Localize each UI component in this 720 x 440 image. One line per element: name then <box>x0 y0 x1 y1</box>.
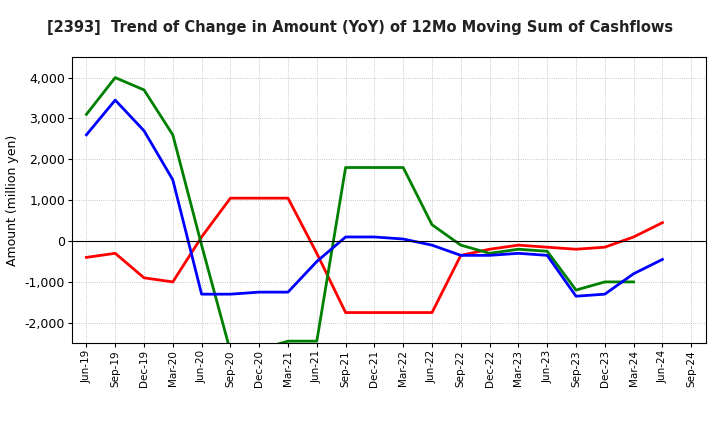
Free Cashflow <box>514 251 523 256</box>
Operating Cashflow <box>370 310 379 315</box>
Investing Cashflow <box>226 349 235 354</box>
Free Cashflow <box>399 236 408 242</box>
Operating Cashflow <box>197 235 206 240</box>
Free Cashflow <box>428 242 436 248</box>
Line: Free Cashflow: Free Cashflow <box>86 100 662 296</box>
Operating Cashflow <box>140 275 148 280</box>
Investing Cashflow <box>111 75 120 80</box>
Operating Cashflow <box>572 246 580 252</box>
Investing Cashflow <box>485 251 494 256</box>
Operating Cashflow <box>428 310 436 315</box>
Free Cashflow <box>456 253 465 258</box>
Investing Cashflow <box>600 279 609 285</box>
Operating Cashflow <box>284 195 292 201</box>
Y-axis label: Amount (million yen): Amount (million yen) <box>6 135 19 266</box>
Operating Cashflow <box>485 246 494 252</box>
Investing Cashflow <box>82 112 91 117</box>
Investing Cashflow <box>456 242 465 248</box>
Free Cashflow <box>197 292 206 297</box>
Free Cashflow <box>341 235 350 240</box>
Investing Cashflow <box>168 132 177 137</box>
Free Cashflow <box>543 253 552 258</box>
Free Cashflow <box>370 235 379 240</box>
Investing Cashflow <box>543 249 552 254</box>
Operating Cashflow <box>82 255 91 260</box>
Operating Cashflow <box>255 195 264 201</box>
Investing Cashflow <box>399 165 408 170</box>
Operating Cashflow <box>629 235 638 240</box>
Operating Cashflow <box>341 310 350 315</box>
Free Cashflow <box>82 132 91 137</box>
Investing Cashflow <box>428 222 436 227</box>
Investing Cashflow <box>255 347 264 352</box>
Operating Cashflow <box>456 253 465 258</box>
Free Cashflow <box>658 257 667 262</box>
Free Cashflow <box>226 292 235 297</box>
Investing Cashflow <box>514 246 523 252</box>
Operating Cashflow <box>111 251 120 256</box>
Investing Cashflow <box>370 165 379 170</box>
Free Cashflow <box>111 97 120 103</box>
Free Cashflow <box>572 293 580 299</box>
Free Cashflow <box>255 290 264 295</box>
Free Cashflow <box>284 290 292 295</box>
Free Cashflow <box>312 259 321 264</box>
Operating Cashflow <box>226 195 235 201</box>
Free Cashflow <box>485 253 494 258</box>
Operating Cashflow <box>312 251 321 256</box>
Investing Cashflow <box>140 87 148 92</box>
Investing Cashflow <box>284 338 292 344</box>
Free Cashflow <box>140 128 148 133</box>
Text: [2393]  Trend of Change in Amount (YoY) of 12Mo Moving Sum of Cashflows: [2393] Trend of Change in Amount (YoY) o… <box>47 20 673 35</box>
Free Cashflow <box>600 292 609 297</box>
Line: Investing Cashflow: Investing Cashflow <box>86 77 634 352</box>
Investing Cashflow <box>312 338 321 344</box>
Investing Cashflow <box>572 287 580 293</box>
Investing Cashflow <box>341 165 350 170</box>
Investing Cashflow <box>629 279 638 285</box>
Operating Cashflow <box>543 245 552 250</box>
Line: Operating Cashflow: Operating Cashflow <box>86 198 662 312</box>
Operating Cashflow <box>399 310 408 315</box>
Operating Cashflow <box>168 279 177 285</box>
Free Cashflow <box>629 271 638 276</box>
Investing Cashflow <box>197 242 206 248</box>
Operating Cashflow <box>600 245 609 250</box>
Free Cashflow <box>168 177 177 183</box>
Operating Cashflow <box>658 220 667 225</box>
Operating Cashflow <box>514 242 523 248</box>
